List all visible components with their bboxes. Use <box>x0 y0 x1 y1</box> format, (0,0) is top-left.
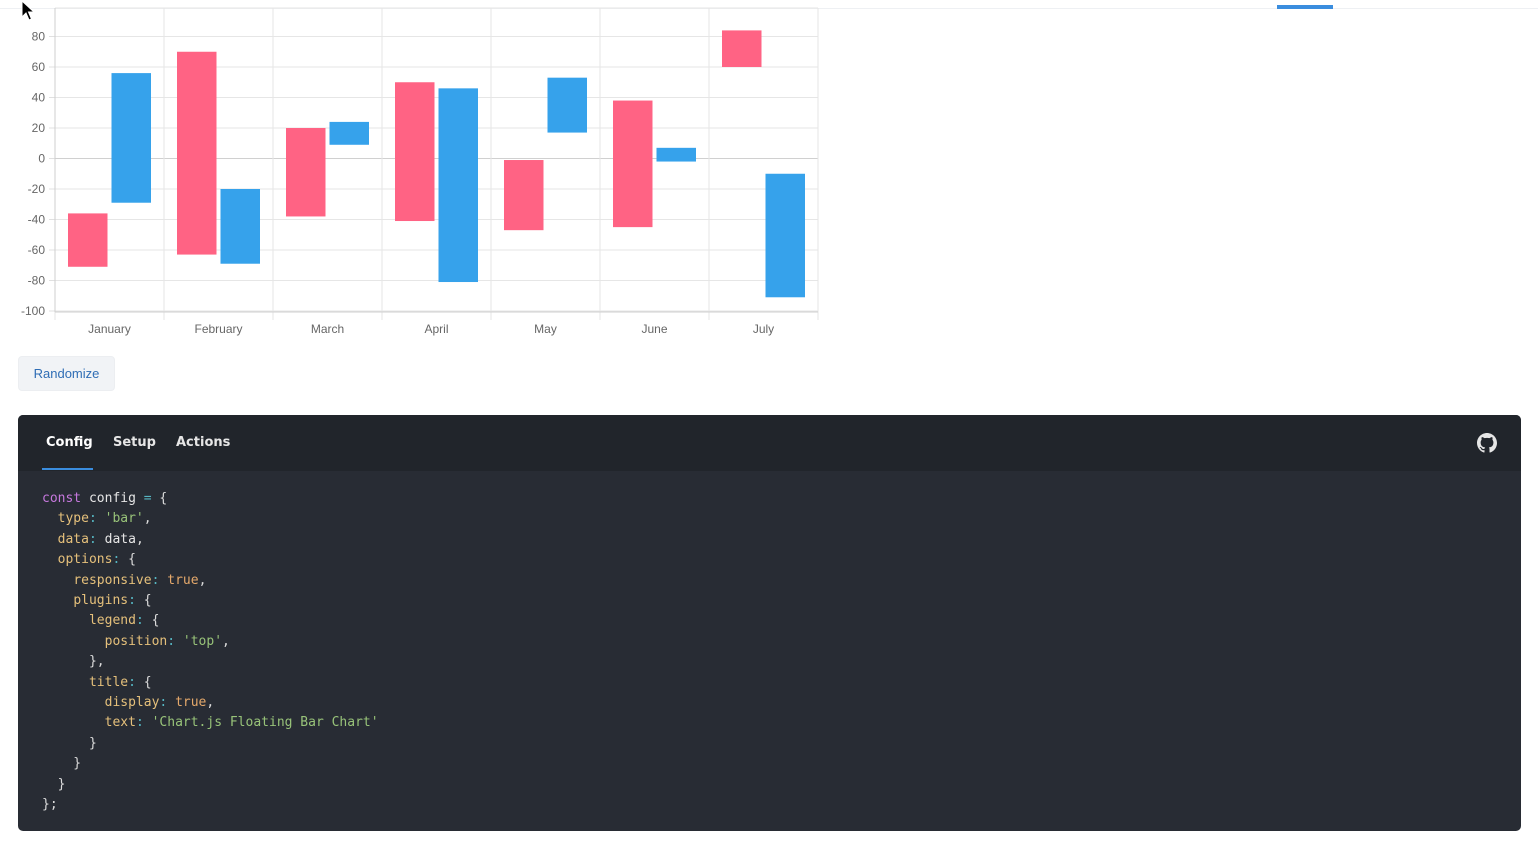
y-tick-label: 20 <box>32 121 46 135</box>
code-tabs: Config Setup Actions <box>18 415 1521 471</box>
x-tick-label: May <box>534 322 557 336</box>
mouse-cursor-icon <box>21 0 36 21</box>
y-tick-label: 60 <box>32 60 46 74</box>
code-block: const config = { type: 'bar', data: data… <box>42 491 379 813</box>
github-icon[interactable] <box>1477 433 1497 453</box>
x-tick-label: February <box>194 322 242 336</box>
y-tick-label: -100 <box>21 304 45 318</box>
floating-bar-chart: 80 60 40 20 0 -20 -40 -60 -80 -100 January February… <box>0 0 830 345</box>
bar <box>438 88 478 283</box>
tab-config[interactable]: Config <box>46 435 93 450</box>
bar <box>286 128 326 217</box>
bar <box>613 100 653 228</box>
randomize-button[interactable]: Randomize <box>18 356 115 391</box>
y-tick-label: -20 <box>28 182 46 196</box>
x-tick-label: April <box>424 322 448 336</box>
y-tick-label: -40 <box>28 213 46 227</box>
x-tick-label: July <box>753 322 774 336</box>
bar <box>656 147 696 162</box>
active-tab-underline <box>42 468 93 470</box>
tab-actions[interactable]: Actions <box>176 435 231 450</box>
tab-setup[interactable]: Setup <box>113 435 156 450</box>
x-tick-label: March <box>311 322 344 336</box>
bar <box>329 121 369 145</box>
y-tick-label: 0 <box>38 152 45 166</box>
y-tick-label: 40 <box>32 91 46 105</box>
bar <box>177 51 217 255</box>
code-panel: Config Setup Actions const config = { ty… <box>18 415 1521 831</box>
bar <box>395 82 435 222</box>
chart-svg: 80 60 40 20 0 -20 -40 -60 -80 -100 January February… <box>21 7 819 336</box>
bar <box>765 173 805 298</box>
bar <box>504 160 544 231</box>
bar <box>220 189 260 264</box>
x-tick-label: June <box>641 322 667 336</box>
y-tick-label: -80 <box>28 274 46 288</box>
bar <box>68 213 108 267</box>
y-tick-label: 80 <box>32 30 46 44</box>
y-tick-label: -60 <box>28 243 46 257</box>
x-tick-label: January <box>88 322 131 336</box>
bar <box>547 77 587 133</box>
bar <box>722 30 762 67</box>
nav-active-indicator <box>1277 5 1333 9</box>
bar <box>111 73 151 203</box>
